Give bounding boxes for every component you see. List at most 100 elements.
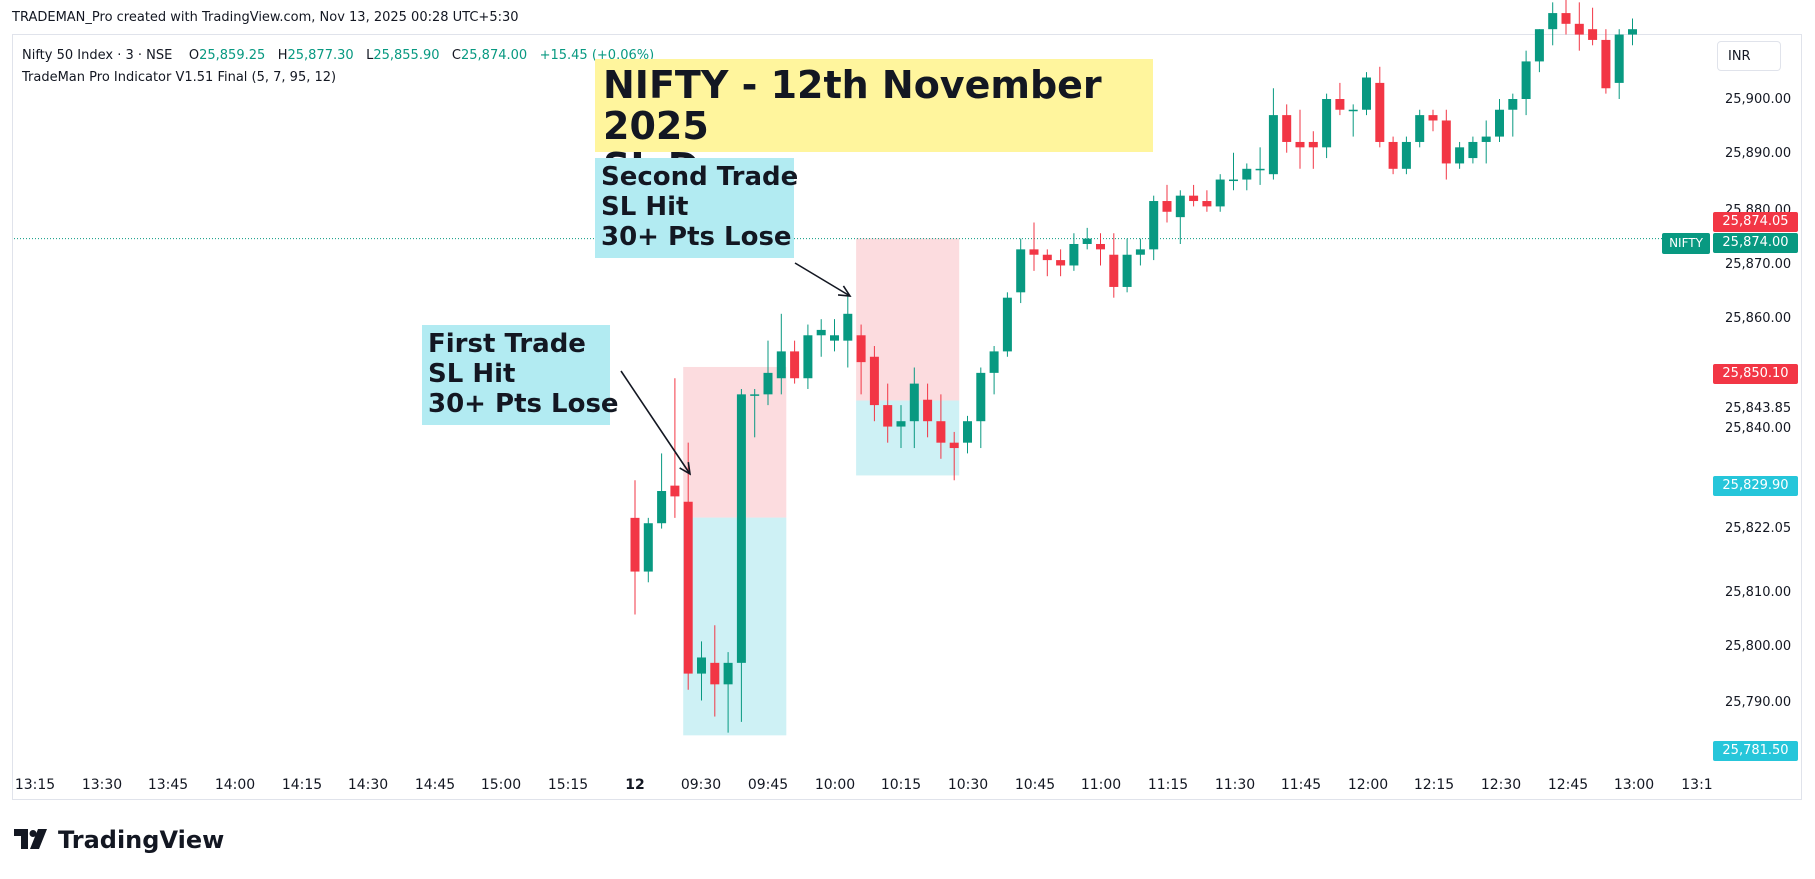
candle-body <box>1322 99 1332 148</box>
candle-body <box>1002 297 1012 352</box>
candle-body <box>1042 254 1052 261</box>
candle-body <box>1348 109 1358 112</box>
high-value: 25,877.30 <box>287 48 354 63</box>
candle-body <box>1082 238 1092 244</box>
candle-body <box>1521 61 1531 99</box>
candle-body <box>843 313 853 341</box>
candle-body <box>1242 168 1252 180</box>
candle-body <box>1308 141 1318 148</box>
candle-body <box>1109 254 1119 287</box>
candle-body <box>976 372 986 422</box>
note-line: SL Hit <box>601 192 689 222</box>
candle-body <box>883 405 893 427</box>
time-label: 13:30 <box>81 777 123 793</box>
candle-body <box>909 383 919 422</box>
first-trade-note[interactable]: First Trade SL Hit 30+ Pts Lose <box>422 325 619 425</box>
price-badge: 25,874.00 <box>1713 233 1798 253</box>
candle-body <box>1189 195 1199 202</box>
second-trade-note[interactable]: Second Trade SL Hit 30+ Pts Lose <box>595 158 799 258</box>
candle-body <box>1215 179 1225 207</box>
price-tick: 25,870.00 <box>1725 257 1792 272</box>
candle-body <box>1548 13 1558 30</box>
candle-body <box>670 485 680 497</box>
chart-frame <box>12 34 1802 800</box>
time-label: 11:15 <box>1147 777 1189 793</box>
time-label: 10:45 <box>1014 777 1056 793</box>
candle-body <box>923 399 933 422</box>
time-label: 14:45 <box>414 777 456 793</box>
candle-body <box>790 351 800 379</box>
candle-body <box>1016 249 1026 293</box>
first-trade-arrow-head <box>679 462 692 476</box>
candle-body <box>1162 201 1172 212</box>
candle-body <box>1614 34 1624 83</box>
time-label: 14:00 <box>214 777 256 793</box>
candle-body <box>1401 141 1411 169</box>
close-label: C <box>451 48 461 63</box>
candle-body <box>1029 249 1039 255</box>
candle-body <box>750 394 760 396</box>
currency-button[interactable]: INR <box>1717 41 1781 71</box>
price-badge: 25,874.05 <box>1713 212 1798 232</box>
tradingview-logo[interactable]: TradingView <box>14 826 224 854</box>
tradingview-logo-icon <box>14 829 47 849</box>
time-label: 10:15 <box>880 777 922 793</box>
price-badge: 25,829.90 <box>1713 476 1798 496</box>
candle-body <box>1135 249 1145 255</box>
candle-body <box>723 662 733 685</box>
candle-body <box>1468 141 1478 159</box>
time-label: 11:30 <box>1214 777 1256 793</box>
price-tick: 25,843.85 <box>1725 401 1792 416</box>
candle-body <box>643 523 653 572</box>
candle-body <box>630 517 640 572</box>
candle-body <box>856 335 866 363</box>
candle-body <box>1335 99 1345 110</box>
candle-body <box>1388 141 1398 169</box>
time-label: 11:00 <box>1080 777 1122 793</box>
time-label: 12:45 <box>1547 777 1589 793</box>
candle-body <box>1229 179 1238 182</box>
symbol-label[interactable]: Nifty 50 Index · 3 · NSE <box>22 48 173 63</box>
candle-body <box>896 421 906 427</box>
price-badge: 25,850.10 <box>1713 364 1798 384</box>
time-label: 12:00 <box>1347 777 1389 793</box>
target-zone <box>683 517 787 736</box>
time-label: 13:00 <box>1613 777 1655 793</box>
time-label: 10:00 <box>814 777 856 793</box>
candle-body <box>763 372 773 395</box>
time-label: 09:45 <box>747 777 789 793</box>
candle-body <box>1441 120 1451 164</box>
candle-body <box>683 501 693 674</box>
chart-title-annotation[interactable]: NIFTY - 12th November 2025 SL Day <box>595 59 1153 188</box>
candle-body <box>657 491 667 524</box>
high-label: H <box>277 48 288 63</box>
candle-body <box>1096 243 1105 250</box>
note-line: SL Hit <box>428 359 516 389</box>
note-line: Second Trade <box>601 162 799 192</box>
candle-body <box>1268 115 1278 175</box>
title-line-1: NIFTY - 12th November 2025 <box>603 63 1102 148</box>
candle-body <box>1362 77 1371 110</box>
indicator-label[interactable]: TradeMan Pro Indicator V1.51 Final (5, 7… <box>22 70 337 85</box>
price-tick: 25,790.00 <box>1725 695 1792 710</box>
candle-body <box>1149 201 1159 250</box>
candle-body <box>963 421 972 443</box>
close-value: 25,874.00 <box>461 48 528 63</box>
candle-body <box>1375 82 1385 142</box>
time-label: 10:30 <box>947 777 989 793</box>
candle-body <box>1601 39 1611 89</box>
time-label: 14:30 <box>347 777 389 793</box>
candle-body <box>1534 29 1544 62</box>
time-label: 12:30 <box>1480 777 1522 793</box>
candle-body <box>1561 13 1571 24</box>
note-line: 30+ Pts Lose <box>428 389 619 419</box>
candle-body <box>1481 136 1491 142</box>
chart-legend: Nifty 50 Index · 3 · NSE O25,859.25 H25,… <box>22 45 654 89</box>
candle-body <box>1069 243 1079 266</box>
candle-body <box>1175 195 1185 218</box>
price-tick: 25,840.00 <box>1725 421 1792 436</box>
candle-body <box>1628 29 1637 35</box>
candle-body <box>736 394 746 663</box>
second-trade-arrow-head <box>837 285 852 297</box>
